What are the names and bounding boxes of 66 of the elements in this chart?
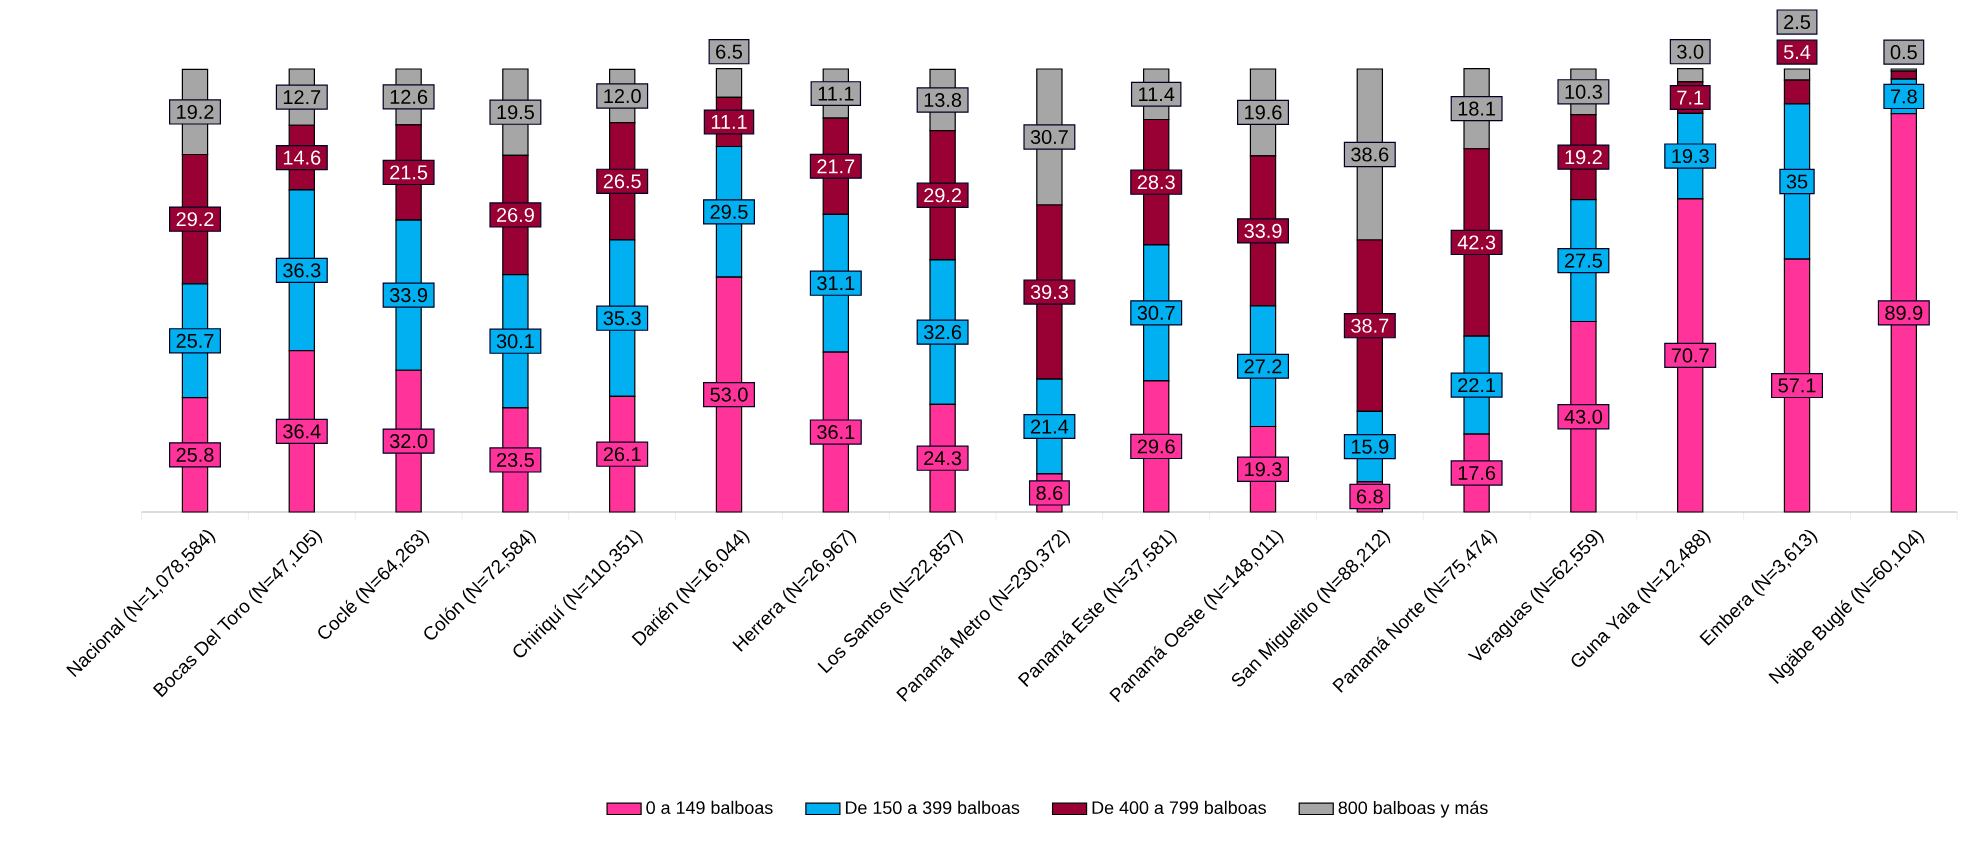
data-label: 19.2 [1565, 150, 1602, 165]
data-label: 30.7 [1030, 129, 1068, 145]
data-label: 13.8 [924, 92, 962, 108]
data-label: 53.0 [710, 387, 748, 402]
data-label: 6.5 [716, 44, 743, 59]
data-label: 11.1 [711, 115, 747, 129]
data-label: 21.7 [817, 159, 855, 174]
data-label: 12.6 [390, 89, 428, 104]
data-label: 30.7 [1137, 305, 1175, 320]
data-label: 35.3 [603, 311, 641, 326]
data-label: 26.9 [497, 207, 534, 223]
data-label: 70.7 [1671, 348, 1709, 363]
data-label: 12.0 [604, 88, 641, 104]
data-label: 29.2 [176, 212, 214, 227]
data-label: 36.4 [283, 424, 321, 439]
data-label: 14.6 [283, 150, 321, 165]
data-label: 29.5 [710, 204, 748, 219]
data-label: 15.9 [1351, 439, 1389, 454]
data-label: 19.3 [1672, 149, 1709, 164]
data-label: 2.5 [1784, 14, 1811, 30]
data-label: 5.4 [1783, 45, 1811, 60]
data-label: 89.9 [1885, 305, 1923, 320]
data-label: 11.1 [818, 86, 854, 101]
data-label: 33.9 [389, 288, 428, 303]
data-label: 17.6 [1458, 465, 1496, 481]
data-label: 57.1 [1778, 378, 1816, 393]
data-label: 32.6 [923, 325, 962, 340]
legend-label: De 400 a 799 balboas [1092, 800, 1266, 815]
data-label: 36.1 [817, 424, 855, 440]
legend-label: De 150 a 399 balboas [845, 800, 1020, 815]
data-label: 19.6 [1245, 105, 1282, 120]
data-label: 30.1 [496, 334, 534, 349]
data-label: 11.4 [1139, 87, 1175, 102]
data-label: 23.5 [497, 452, 534, 467]
data-label: 28.3 [1137, 175, 1175, 190]
legend-label: 800 balboas y más [1338, 800, 1488, 818]
data-label: 18.1 [1458, 101, 1496, 116]
data-label: 38.6 [1351, 147, 1389, 162]
data-label: 42.3 [1457, 235, 1496, 250]
data-label: 26.5 [603, 174, 641, 189]
data-label: 25.7 [176, 333, 214, 348]
data-label: 39.3 [1030, 285, 1068, 300]
data-label: 19.5 [497, 105, 534, 120]
data-label: 19.3 [1245, 462, 1282, 477]
data-label: 32.0 [389, 434, 428, 449]
data-label: 24.3 [924, 451, 962, 466]
data-label: 26.1 [603, 447, 641, 462]
data-label: 22.1 [1458, 378, 1496, 393]
data-label: 21.4 [1031, 419, 1069, 434]
data-label: 27.5 [1565, 253, 1602, 268]
data-label: 29.2 [924, 188, 962, 203]
data-label: 43.0 [1564, 409, 1603, 424]
data-label: 36.3 [283, 263, 321, 278]
data-label: 25.8 [176, 447, 214, 462]
data-label: 0.5 [1890, 45, 1917, 60]
data-label: 27.2 [1244, 359, 1282, 374]
data-label: 35 [1786, 174, 1808, 189]
data-label: 29.6 [1137, 439, 1175, 454]
legend-label: 0 a 149 balboas [646, 800, 773, 815]
data-label: 19.2 [177, 104, 214, 120]
data-label: 33.9 [1244, 223, 1282, 238]
data-label: 31.1 [817, 276, 855, 291]
data-label: 3.0 [1677, 44, 1704, 59]
data-label: 21.5 [390, 165, 428, 180]
data-label: 12.7 [283, 90, 321, 105]
data-label: 38.7 [1351, 318, 1389, 333]
